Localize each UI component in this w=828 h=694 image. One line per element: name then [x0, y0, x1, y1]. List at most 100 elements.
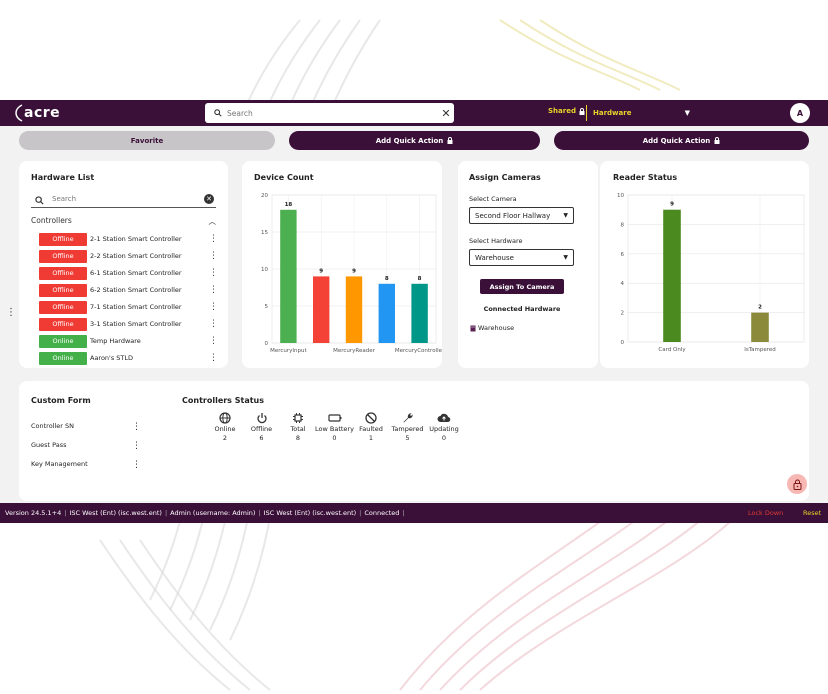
- site-text: ISC West (Ent) (isc.west.ent): [69, 509, 162, 517]
- more-options-icon[interactable]: ⋮: [209, 233, 218, 244]
- status-footer: Version 24.5.1+4 | ISC West (Ent) (isc.we…: [0, 503, 828, 523]
- bar-value-label: 9: [670, 202, 674, 208]
- hardware-list-item[interactable]: Offline 2-2 Station Smart Controller ⋮: [39, 249, 218, 263]
- camera-select[interactable]: Second Floor Hallway ▼: [469, 207, 574, 224]
- controller-stat-total[interactable]: Total 8: [275, 411, 321, 442]
- x-tick-label: MercuryReader: [333, 348, 375, 354]
- shared-toggle[interactable]: Shared: [548, 107, 585, 115]
- bar-MercuryInput[interactable]: [280, 209, 297, 343]
- more-options-icon[interactable]: ⋮: [209, 318, 218, 329]
- hardware-search[interactable]: Search ✕: [31, 191, 216, 208]
- add-quick-action-label: Add Quick Action: [642, 136, 711, 145]
- y-tick-label: 0: [621, 340, 625, 346]
- controller-stat-updating[interactable]: Updating 0: [421, 411, 467, 442]
- stat-value: 1: [368, 434, 374, 442]
- hardware-list-item[interactable]: Online Temp Hardware ⋮: [39, 334, 218, 348]
- version-text: Version 24.5.1+4: [5, 509, 62, 517]
- hardware-assign-select[interactable]: Warehouse ▼: [469, 249, 574, 266]
- hardware-name: Aaron's STLD: [90, 354, 134, 362]
- bar-MercuryController[interactable]: [411, 283, 428, 343]
- controller-stat-low-battery[interactable]: Low Battery 0: [312, 411, 358, 442]
- favorite-button[interactable]: Favorite: [19, 131, 275, 150]
- stat-value: 0: [332, 434, 337, 442]
- caret-down-icon: ▼: [563, 212, 568, 219]
- hardware-list-item[interactable]: Online Aaron's STLD ⋮: [39, 351, 218, 365]
- status-badge: Online: [39, 334, 87, 348]
- more-options-icon[interactable]: ⋮: [209, 301, 218, 312]
- reset-button[interactable]: Reset: [803, 509, 822, 517]
- lock-icon: [447, 137, 453, 144]
- stat-value: 8: [295, 434, 301, 442]
- controller-stat-offline[interactable]: Offline 6: [239, 411, 285, 442]
- stat-value: 0: [441, 434, 447, 442]
- hardware-list-item[interactable]: Offline 2-1 Station Smart Controller ⋮: [39, 232, 218, 246]
- custom-form-item[interactable]: Guest Pass ⋮: [31, 441, 141, 451]
- x-tick-label: MercuryInput: [270, 348, 307, 354]
- hardware-name: 2-1 Station Smart Controller: [90, 235, 182, 243]
- controller-stat-tampered[interactable]: Tampered 5: [385, 411, 431, 442]
- hardware-list-title: Hardware List: [31, 173, 95, 182]
- more-options-icon[interactable]: ⋮: [209, 352, 218, 363]
- bar-Card Only[interactable]: [663, 209, 681, 342]
- more-options-icon[interactable]: ⋮: [209, 284, 218, 295]
- more-options-icon[interactable]: ⋮: [209, 335, 218, 346]
- clear-search-icon[interactable]: ✕: [204, 194, 214, 204]
- controllers-group-header[interactable]: Controllers ︿: [31, 216, 216, 227]
- lock-button[interactable]: [787, 474, 807, 494]
- bar-MercuryOutput[interactable]: [313, 276, 330, 343]
- global-search-input[interactable]: [227, 108, 438, 118]
- y-tick-label: 0: [265, 341, 269, 347]
- assign-cameras-title: Assign Cameras: [469, 173, 541, 182]
- add-quick-action-button-1[interactable]: Add Quick Action: [289, 131, 540, 150]
- admin-text: Admin (username: Admin): [170, 509, 256, 517]
- cloud-upload-icon: [421, 411, 467, 425]
- status-badge: Offline: [39, 266, 87, 280]
- hardware-list-item[interactable]: Offline 6-2 Station Smart Controller ⋮: [39, 283, 218, 297]
- lockdown-button[interactable]: Lock Down: [748, 509, 784, 517]
- custom-form-item[interactable]: Controller SN ⋮: [31, 422, 141, 432]
- top-bar: acre ✕ Shared Hardware ▼ A: [0, 100, 828, 126]
- select-hardware-label: Select Hardware: [469, 237, 523, 245]
- add-quick-action-button-2[interactable]: Add Quick Action: [554, 131, 809, 150]
- more-options-icon[interactable]: ⋮: [132, 441, 141, 451]
- wrench-icon: [385, 411, 431, 425]
- battery-icon: [312, 411, 358, 425]
- more-options-icon[interactable]: ⋮: [209, 250, 218, 261]
- bar-value-label: 9: [352, 268, 356, 274]
- y-tick-label: 10: [261, 267, 268, 273]
- stat-label: Tampered: [391, 425, 424, 433]
- bar-IsTampered[interactable]: [751, 312, 769, 342]
- assign-to-camera-button[interactable]: Assign To Camera: [480, 279, 564, 294]
- bar-MercuryMonitor[interactable]: [378, 283, 395, 343]
- assign-cameras-card: Assign Cameras Select Camera Second Floo…: [458, 161, 598, 368]
- stat-value: 6: [259, 434, 264, 442]
- bar-value-label: 18: [285, 202, 293, 208]
- more-options-icon[interactable]: ⋮: [209, 267, 218, 278]
- bar-MercuryReader[interactable]: [345, 276, 363, 343]
- global-search[interactable]: ✕: [205, 103, 454, 123]
- controller-stat-online[interactable]: Online 2: [202, 411, 248, 442]
- hardware-list-item[interactable]: Offline 6-1 Station Smart Controller ⋮: [39, 266, 218, 280]
- hardware-list-item[interactable]: Offline 7-1 Station Smart Controller ⋮: [39, 300, 218, 314]
- reader-status-card: Reader Status 0 2 4 6 8 10 9 Card Only 2 IsTamper…: [600, 161, 809, 368]
- x-tick-label: Card Only: [658, 347, 686, 353]
- avatar[interactable]: A: [790, 103, 810, 123]
- custom-form-item[interactable]: Key Management ⋮: [31, 460, 141, 470]
- more-options-icon[interactable]: ⋮: [132, 460, 141, 470]
- hardware-select-value: Hardware: [593, 109, 632, 117]
- side-menu-icon[interactable]: ⋮: [6, 307, 16, 318]
- more-options-icon[interactable]: ⋮: [132, 422, 141, 432]
- hardware-select[interactable]: Hardware ▼: [586, 105, 690, 121]
- hardware-name: 6-1 Station Smart Controller: [90, 269, 182, 277]
- acre-logo[interactable]: acre: [12, 103, 60, 123]
- y-tick-label: 8: [621, 222, 625, 228]
- x-tick-label: MercuryController: [395, 348, 442, 354]
- custom-form-item-label: Guest Pass: [31, 441, 67, 449]
- hardware-name: 2-2 Station Smart Controller: [90, 252, 182, 260]
- status-badge: Offline: [39, 300, 87, 314]
- connected-hardware-item[interactable]: Warehouse: [470, 324, 514, 332]
- close-icon[interactable]: ✕: [441, 106, 451, 120]
- hardware-search-placeholder: Search: [52, 195, 77, 203]
- hardware-list-item[interactable]: Offline 3-1 Station Smart Controller ⋮: [39, 317, 218, 331]
- controller-stat-faulted[interactable]: Faulted 1: [348, 411, 394, 442]
